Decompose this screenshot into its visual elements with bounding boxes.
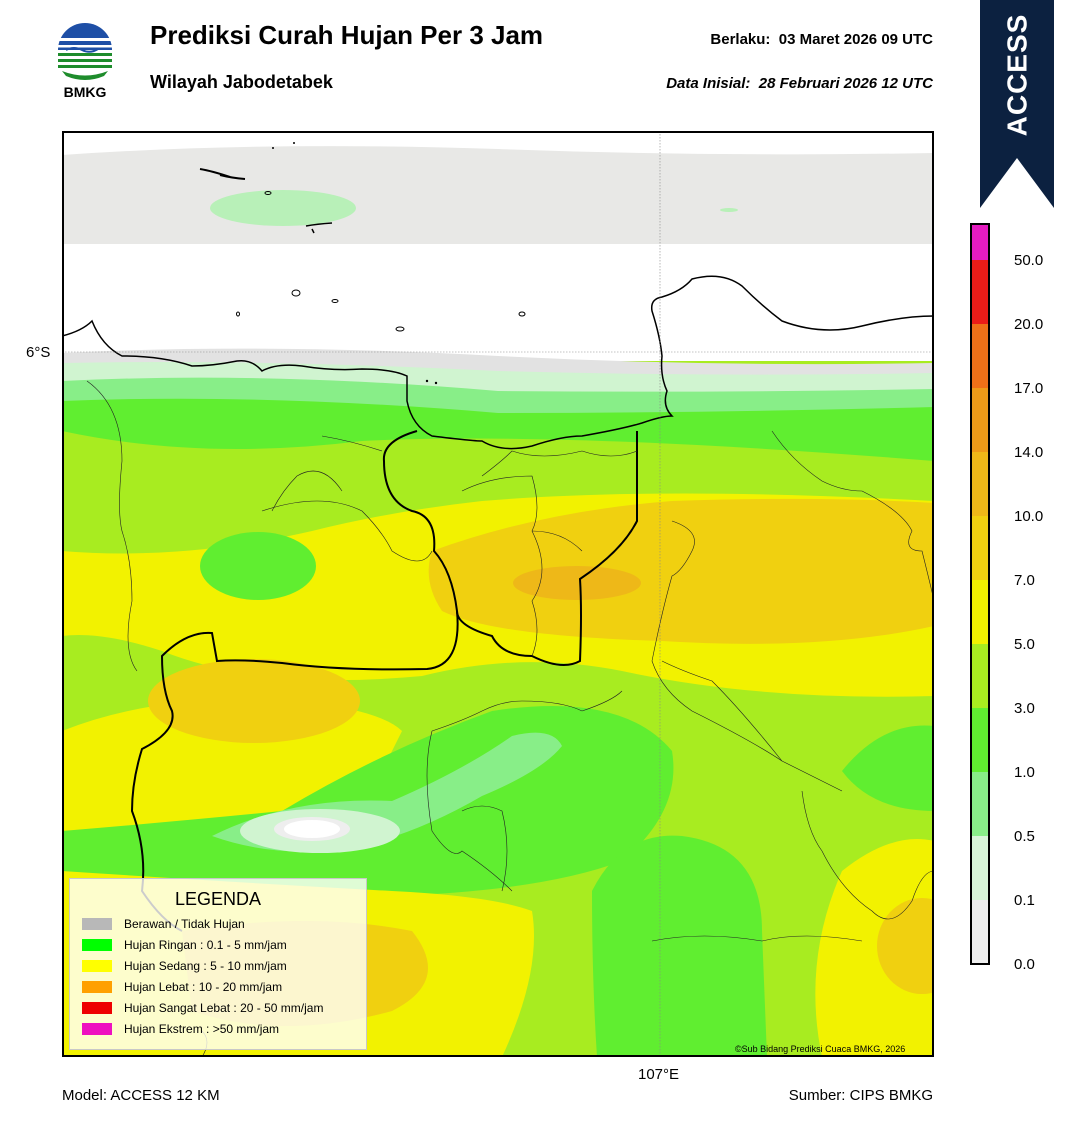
colorbar-tick-label: 0.0 [1014, 956, 1035, 973]
colorbar-segment [971, 772, 989, 836]
model-banner [980, 0, 1054, 208]
colorbar-tick-label: 20.0 [1014, 316, 1044, 333]
legend-swatch [82, 981, 112, 993]
colorbar-tick-label: 0.5 [1014, 828, 1035, 845]
longitude-label: 107°E [638, 1066, 680, 1083]
colorbar-tick-label: 0.1 [1014, 892, 1035, 909]
legend-item-moderate-rain: Hujan Sedang : 5 - 10 mm/jam [82, 958, 287, 974]
colorbar-segment [971, 324, 989, 388]
logo-text: BMKG [63, 84, 107, 100]
colorbar-segment [971, 580, 989, 644]
legend-box: LEGENDA Berawan / Tidak Hujan Hujan Ring… [69, 878, 367, 1050]
source-label: Sumber: CIPS BMKG [788, 1087, 933, 1104]
colorbar-tick-label: 17.0 [1014, 380, 1044, 397]
legend-swatch [82, 960, 112, 972]
colorbar-border [970, 223, 990, 965]
colorbar [970, 223, 990, 965]
map-title: Prediksi Curah Hujan Per 3 Jam [150, 20, 544, 50]
legend-swatch [82, 939, 112, 951]
colorbar-segment [971, 452, 989, 516]
legend-item-cloudy: Berawan / Tidak Hujan [82, 916, 245, 932]
legend-item-heavy-rain: Hujan Lebat : 10 - 20 mm/jam [82, 979, 282, 995]
colorbar-tick-label: 7.0 [1014, 572, 1035, 589]
colorbar-segment [971, 224, 989, 260]
legend-title: LEGENDA [174, 889, 262, 909]
colorbar-tick-label: 5.0 [1014, 636, 1035, 653]
legend-swatch [82, 1023, 112, 1035]
colorbar-tick-label: 50.0 [1014, 252, 1044, 269]
latitude-label: 6°S [26, 344, 51, 361]
legend-item-light-rain: Hujan Ringan : 0.1 - 5 mm/jam [82, 937, 287, 953]
colorbar-segment [971, 836, 989, 900]
colorbar-tick-label: 10.0 [1014, 508, 1044, 525]
initial-data-time: Data Inisial: 28 Februari 2026 12 UTC [666, 75, 933, 92]
legend-item-very-heavy-rain: Hujan Sangat Lebat : 20 - 50 mm/jam [82, 1000, 323, 1016]
colorbar-tick-label: 3.0 [1014, 700, 1035, 717]
legend-swatch [82, 918, 112, 930]
model-label: Model: ACCESS 12 KM [62, 1087, 220, 1104]
colorbar-segment [971, 708, 989, 772]
colorbar-segment [971, 516, 989, 580]
colorbar-segment [971, 260, 989, 324]
copyright-note: ©Sub Bidang Prediksi Cuaca BMKG, 2026 [735, 1044, 906, 1054]
colorbar-segment [971, 388, 989, 452]
colorbar-segment [971, 900, 989, 964]
valid-time: Berlaku: 03 Maret 2026 09 UTC [710, 31, 933, 48]
colorbar-tick-label: 1.0 [1014, 764, 1035, 781]
banner-label: ACCESS [1001, 13, 1033, 137]
region-subtitle: Wilayah Jabodetabek [150, 72, 333, 92]
legend-item-extreme-rain: Hujan Ekstrem : >50 mm/jam [82, 1021, 279, 1037]
legend-swatch [82, 1002, 112, 1014]
bmkg-logo-icon [58, 23, 112, 80]
colorbar-tick-label: 14.0 [1014, 444, 1044, 461]
colorbar-segment [971, 644, 989, 708]
